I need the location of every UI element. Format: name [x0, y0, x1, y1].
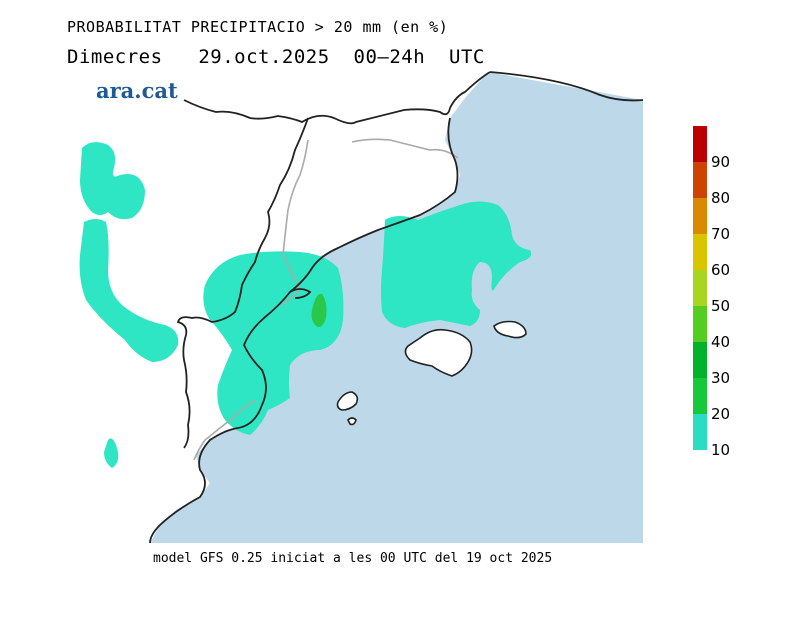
legend-swatch-30 — [693, 342, 707, 378]
border-france-andorra — [351, 138, 459, 159]
legend-swatch-60 — [693, 234, 707, 270]
balearic-islands — [336, 320, 527, 426]
legend-swatch-70 — [693, 198, 707, 234]
precip-area-small-west — [104, 438, 119, 468]
border-catalonia-aragon — [281, 139, 309, 306]
mallorca — [404, 328, 473, 377]
formentera — [347, 417, 357, 426]
legend-swatch-40 — [693, 306, 707, 342]
legend-swatch-80 — [693, 162, 707, 198]
legend-label-50: 50 — [711, 297, 731, 315]
legend-label-20: 20 — [711, 405, 731, 423]
legend-swatch-50 — [693, 270, 707, 306]
inland-border-west — [176, 117, 309, 449]
ebro-delta — [289, 288, 312, 299]
legend-label-80: 80 — [711, 189, 731, 207]
precip-area-west-north — [80, 142, 145, 220]
legend-label-90: 90 — [711, 153, 731, 171]
model-footer: model GFS 0.25 iniciat a les 00 UTC del … — [153, 551, 553, 566]
date-subtitle: Dimecres 29.oct.2025 00–24h UTC — [67, 46, 485, 68]
precip-area-balearic-sea — [381, 201, 532, 328]
precip-area-catalonia — [203, 251, 344, 435]
precip-probability-20-30 — [311, 293, 327, 327]
menorca — [493, 320, 527, 339]
legend-label-40: 40 — [711, 333, 731, 351]
probability-legend: 10 20 30 40 50 60 70 80 90 — [693, 126, 730, 459]
legend-swatch-10 — [693, 414, 707, 450]
pyrenees-border — [183, 71, 491, 125]
legend-swatch-20 — [693, 378, 707, 414]
regional-borders — [193, 138, 459, 461]
coastlines — [149, 71, 644, 544]
border-valencia — [193, 399, 256, 461]
chart-title: PROBABILITAT PRECIPITACIO > 20 mm (en %) — [67, 18, 449, 36]
legend-label-10: 10 — [711, 441, 731, 459]
brand-logo: ara.cat — [96, 78, 178, 103]
legend-label-30: 30 — [711, 369, 731, 387]
legend-label-60: 60 — [711, 261, 731, 279]
eastern-coast — [149, 117, 459, 544]
legend-color-bar — [693, 126, 707, 450]
legend-label-70: 70 — [711, 225, 731, 243]
precip-area-west-band — [79, 219, 179, 362]
ibiza — [336, 391, 359, 411]
legend-swatch-90 — [693, 126, 707, 162]
precip-probability-10-20 — [79, 142, 532, 468]
france-south-coast — [489, 71, 644, 102]
